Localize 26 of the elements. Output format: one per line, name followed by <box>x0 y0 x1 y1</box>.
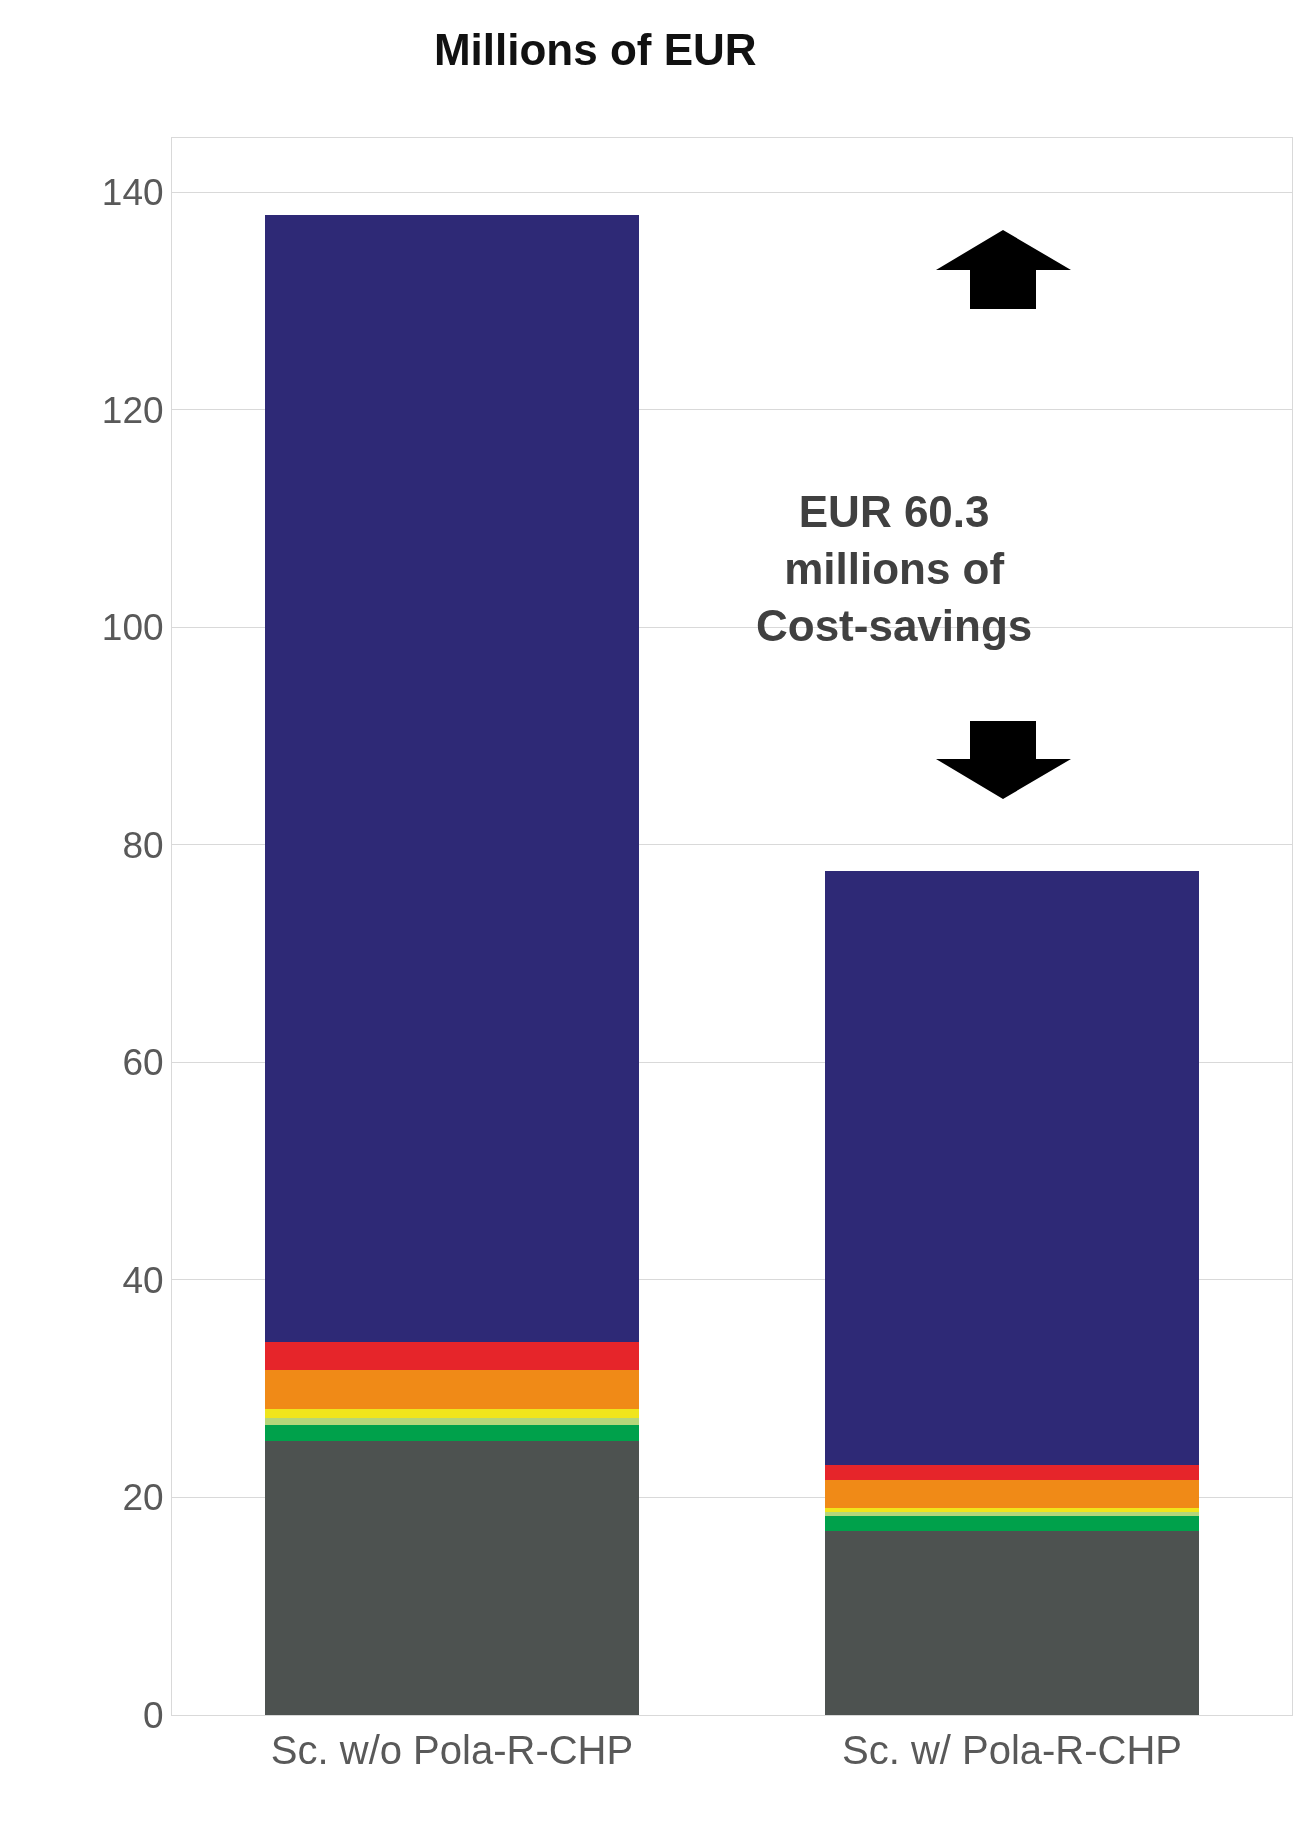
bar <box>265 1425 639 1441</box>
bar <box>265 1370 639 1409</box>
y-tick-label: 40 <box>122 1259 164 1301</box>
annotation: EUR 60.3 millions of Cost-savings <box>756 487 1033 651</box>
bar <box>825 1531 1199 1715</box>
x-tick-label: Sc. w/o Pola-R-CHP <box>270 1728 634 1772</box>
bar <box>265 215 639 1342</box>
chart-title: Millions of EUR <box>433 24 757 74</box>
bar <box>825 1512 1199 1516</box>
y-tick-label: 100 <box>101 607 164 649</box>
bar <box>825 1516 1199 1531</box>
bar <box>825 1465 1199 1480</box>
y-tick-label: 80 <box>122 824 164 866</box>
y-tick-label: 140 <box>101 172 164 214</box>
y-tick-label: 0 <box>143 1694 164 1736</box>
bar <box>265 1342 639 1370</box>
x-tick-label: Sc. w/ Pola-R-CHP <box>841 1728 1183 1772</box>
bar <box>265 1441 639 1715</box>
bar <box>265 1418 639 1425</box>
bar <box>265 1409 639 1418</box>
y-tick-label: 20 <box>122 1477 164 1519</box>
y-tick-label: 120 <box>101 389 164 431</box>
bar <box>825 1508 1199 1512</box>
bar <box>825 1480 1199 1508</box>
y-tick-label: 60 <box>122 1042 164 1084</box>
bar <box>825 871 1199 1465</box>
